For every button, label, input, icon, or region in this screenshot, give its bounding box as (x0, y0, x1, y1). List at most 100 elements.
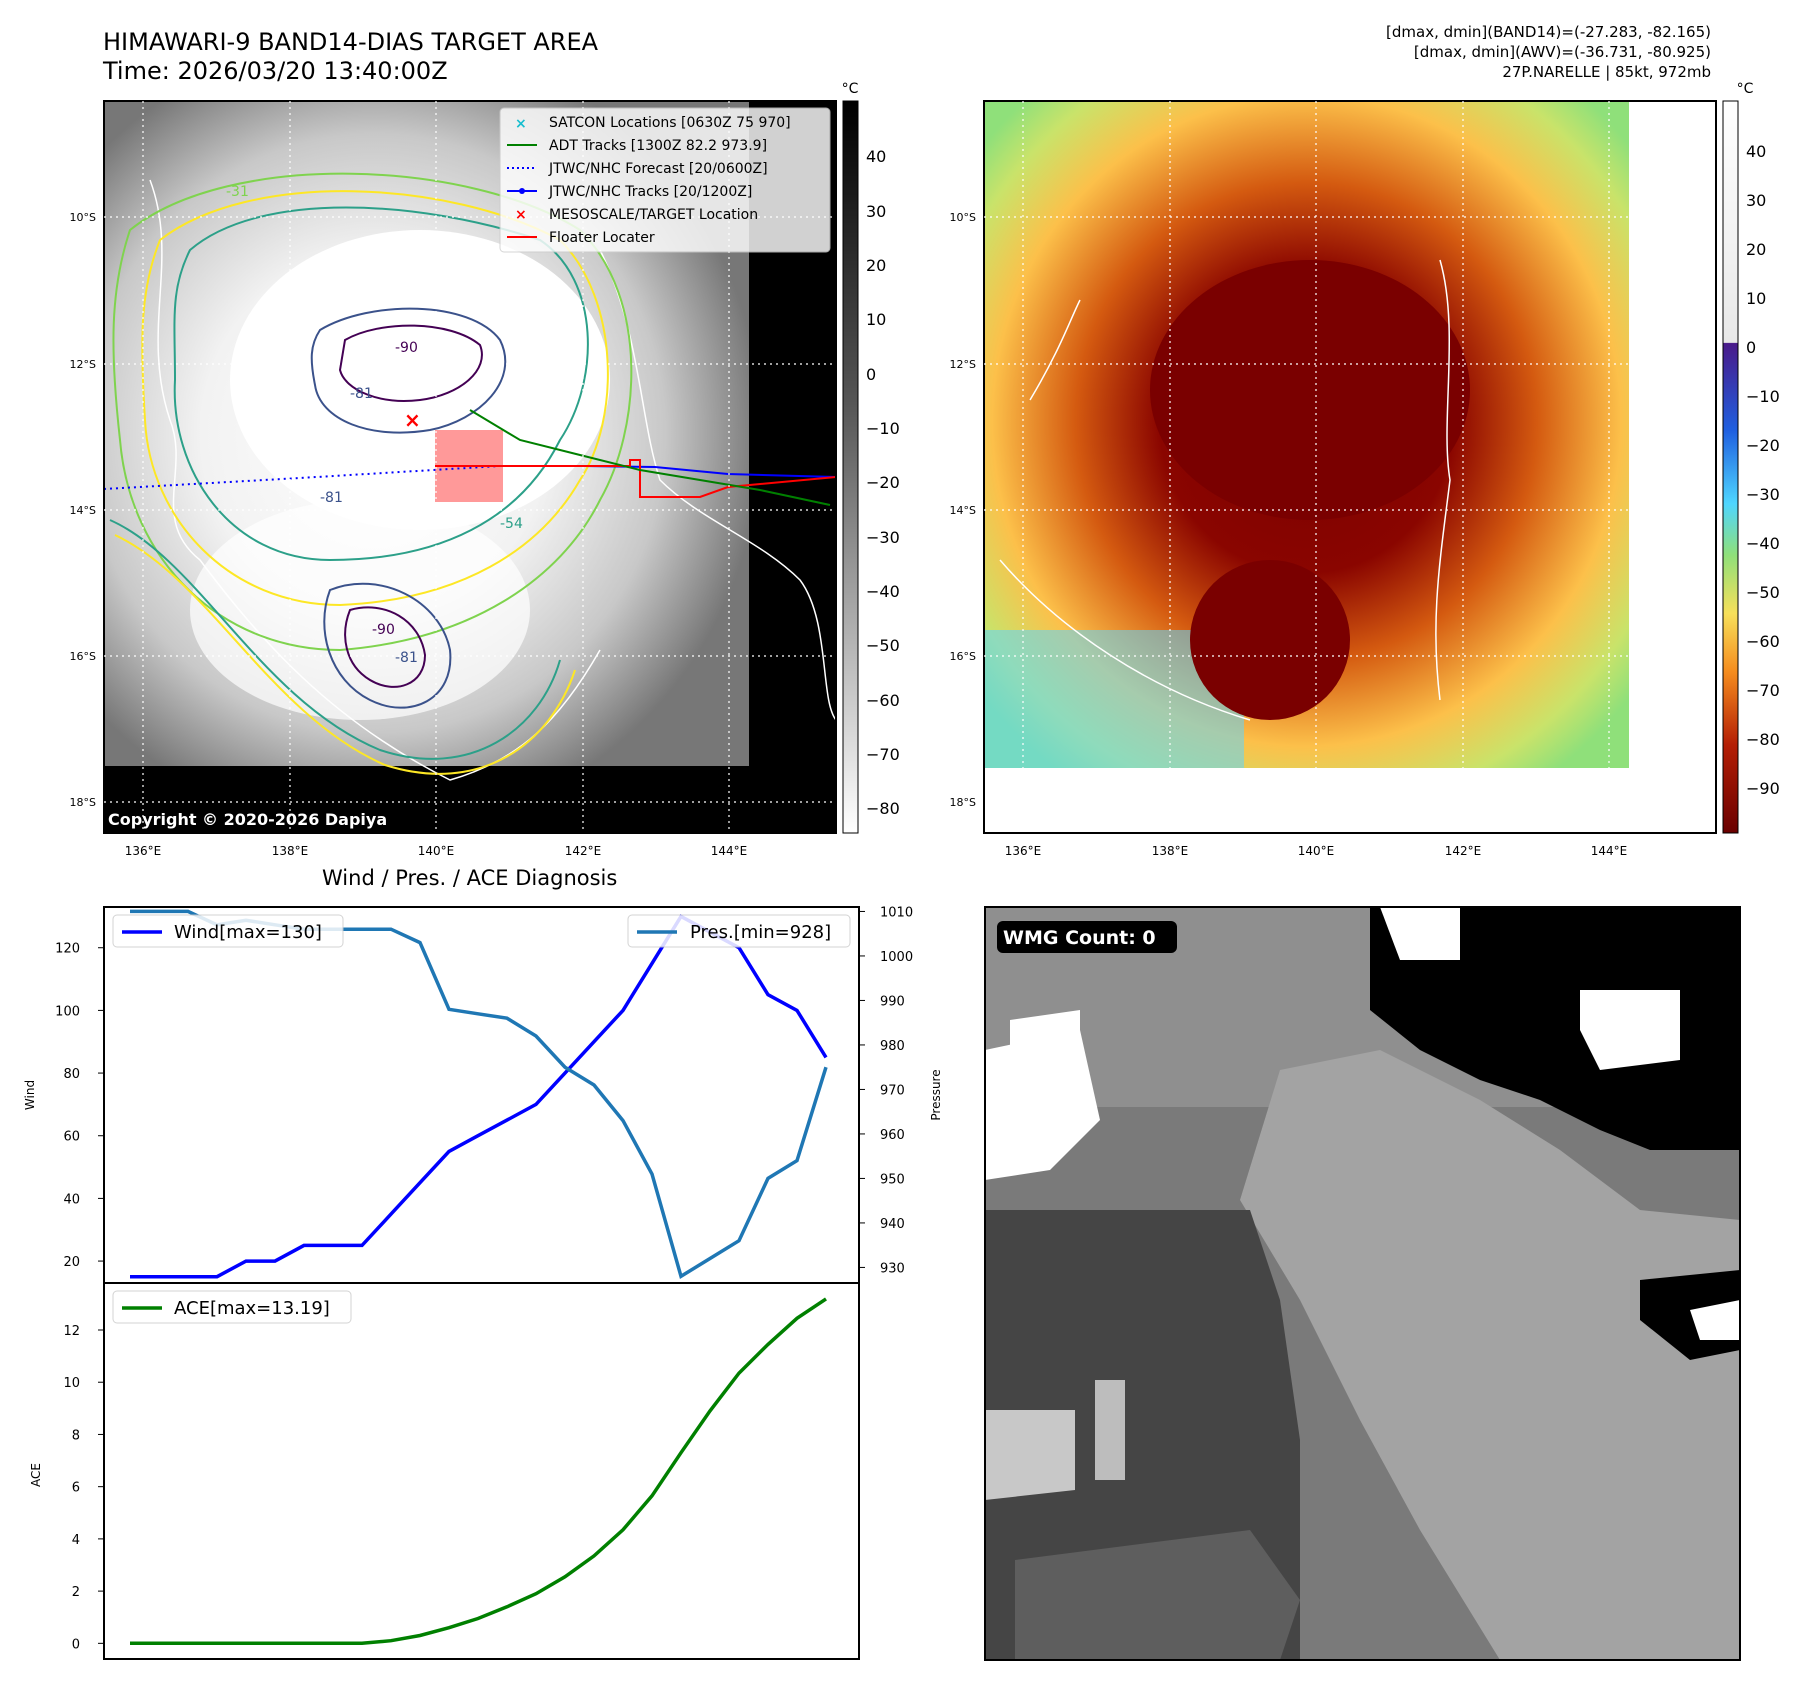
contour-label: -54 (500, 516, 523, 532)
wv-cbar-tick: −90 (1746, 779, 1780, 798)
wv-cbar-tick: 0 (1746, 338, 1756, 357)
ir-legend (499, 107, 831, 253)
wv-cbar-tick: −40 (1746, 534, 1780, 553)
lat-tick: 14°S (70, 504, 96, 517)
info-storm: 27P.NARELLE | 85kt, 972mb (1502, 63, 1711, 81)
wv-cbar-tick: 10 (1746, 289, 1766, 308)
contour-label: -81 (320, 490, 343, 506)
y-tick-label: 60 (63, 1130, 80, 1145)
ir-cbar-tick: −40 (866, 582, 900, 601)
contour-label: -81 (350, 386, 373, 402)
ir-cbar-tick: 30 (866, 202, 886, 221)
y-tick-label: 2 (72, 1585, 80, 1600)
wmg-panel: WMG Count: 0 (984, 906, 1741, 1661)
contour-label: -81 (395, 650, 418, 666)
ir-cbar-tick: −20 (866, 473, 900, 492)
contour-label: -90 (372, 622, 395, 638)
diagnosis-title: Wind / Pres. / ACE Diagnosis (322, 866, 618, 890)
figure-title: HIMAWARI-9 BAND14-DIAS TARGET AREA (103, 28, 599, 56)
lat-tick: 12°S (70, 358, 96, 371)
ir-cbar-tick: −60 (866, 691, 900, 710)
y-tick-label: 80 (63, 1067, 80, 1082)
ir-cbar-tick: −30 (866, 528, 900, 547)
wv-cbar-tick: −60 (1746, 632, 1780, 651)
wv-cbar-tick: −30 (1746, 485, 1780, 504)
y-tick-label: 100 (55, 1004, 80, 1019)
wmg-count: WMG Count: 0 (1003, 927, 1156, 949)
ir-panel: × -90 -81 -90 -81 -81 -54 -31 × × SATCON… (70, 81, 900, 858)
contour-label: -31 (226, 184, 249, 200)
ir-cbar-tick: 40 (866, 147, 886, 166)
lat-tick: 10°S (950, 211, 976, 224)
y-tick-label: 10 (63, 1376, 80, 1391)
figure-time: Time: 2026/03/20 13:40:00Z (103, 57, 448, 85)
lat-tick: 12°S (950, 358, 976, 371)
lon-tick: 136°E (1005, 844, 1042, 858)
wv-cbar-tick: −70 (1746, 681, 1780, 700)
y-tick-label: 8 (72, 1428, 80, 1443)
legend-label: SATCON Locations [0630Z 75 970] (549, 115, 791, 131)
info-awv: [dmax, dmin](AWV)=(-36.731, -80.925) (1413, 43, 1711, 61)
copyright: Copyright © 2020-2026 Dapiya (108, 810, 387, 829)
y-tick-label: 4 (72, 1533, 80, 1548)
y-tick-label: 1010 (880, 905, 913, 920)
wind-legend-label: Wind[max=130] (174, 922, 322, 943)
wv-cbar-tick: −50 (1746, 583, 1780, 602)
lon-tick: 136°E (125, 844, 162, 858)
ir-legend-markers: × × (507, 116, 537, 238)
ir-cbar-tick: −80 (866, 799, 900, 818)
legend-label: MESOSCALE/TARGET Location (549, 207, 758, 223)
wv-panel: 10°S 12°S 14°S 16°S 18°S 136°E 138°E 140… (950, 81, 1780, 858)
lon-tick: 138°E (1152, 844, 1189, 858)
y-tick-label: 990 (880, 994, 905, 1009)
y-tick-label: 1000 (880, 950, 913, 965)
lat-tick: 10°S (70, 211, 96, 224)
lat-tick: 16°S (950, 650, 976, 663)
info-band14: [dmax, dmin](BAND14)=(-27.283, -82.165) (1386, 23, 1711, 41)
y-tick-label: 6 (72, 1481, 80, 1496)
lat-tick: 16°S (70, 650, 96, 663)
pres-ylabel: Pressure (929, 1069, 943, 1120)
lon-tick: 142°E (1445, 844, 1482, 858)
ir-cbar-tick: −10 (866, 419, 900, 438)
ir-cbar-tick: −50 (866, 636, 900, 655)
ir-cbar-tick: −70 (866, 745, 900, 764)
pres-legend-label: Pres.[min=928] (690, 922, 831, 943)
y-tick-label: 0 (72, 1637, 80, 1652)
lon-tick: 144°E (1591, 844, 1628, 858)
y-tick-label: 980 (880, 1039, 905, 1054)
floater-track (435, 459, 836, 498)
lat-tick: 18°S (70, 796, 96, 809)
lon-tick: 144°E (711, 844, 748, 858)
wind-legend (112, 914, 344, 948)
wmg-badge (997, 921, 1177, 953)
wv-cbar-tick: 40 (1746, 142, 1766, 161)
wv-cbar-tick: −10 (1746, 387, 1780, 406)
wv-cbar-tick: −80 (1746, 730, 1780, 749)
wv-colorbar-unit: °C (1737, 81, 1754, 97)
ir-colorbar (842, 100, 859, 834)
y-tick-label: 930 (880, 1261, 905, 1276)
y-tick-label: 960 (880, 1128, 905, 1143)
lon-tick: 138°E (272, 844, 309, 858)
target-marker: × (404, 408, 421, 432)
wv-cbar-tick: 30 (1746, 191, 1766, 210)
wv-cbar-tick: 20 (1746, 240, 1766, 259)
legend-label: ADT Tracks [1300Z 82.2 973.9] (549, 138, 767, 154)
ir-colorbar-unit: °C (842, 81, 859, 97)
wv-colorbar (1722, 100, 1739, 834)
lat-tick: 18°S (950, 796, 976, 809)
lat-tick: 14°S (950, 504, 976, 517)
pres-legend (627, 914, 851, 948)
wv-cbar-tick: −20 (1746, 436, 1780, 455)
lon-tick: 142°E (565, 844, 602, 858)
lon-tick: 140°E (1298, 844, 1335, 858)
contour-label: -90 (395, 340, 418, 356)
lon-tick: 140°E (418, 844, 455, 858)
adt-track (469, 409, 831, 506)
ace-legend (112, 1290, 352, 1324)
ace-ylabel: ACE (29, 1463, 43, 1487)
legend-label: JTWC/NHC Forecast [20/0600Z] (548, 161, 768, 177)
ir-cbar-tick: 0 (866, 365, 876, 384)
